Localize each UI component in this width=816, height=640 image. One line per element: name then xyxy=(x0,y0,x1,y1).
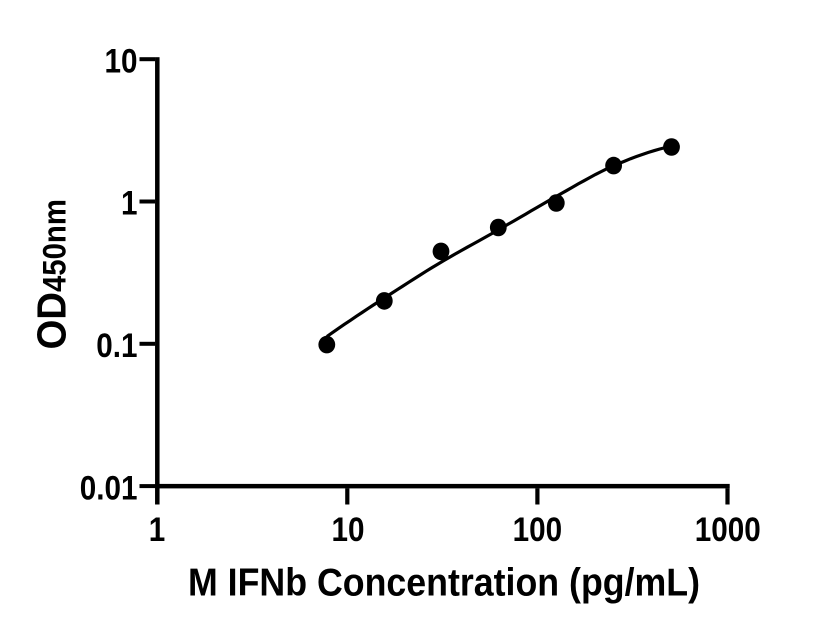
svg-text:10: 10 xyxy=(332,511,365,549)
svg-text:0.1: 0.1 xyxy=(96,327,137,365)
svg-text:OD450nm: OD450nm xyxy=(29,199,75,350)
svg-text:M IFNb Concentration (pg/mL): M IFNb Concentration (pg/mL) xyxy=(188,562,700,605)
svg-text:0.01: 0.01 xyxy=(80,469,138,507)
svg-text:1: 1 xyxy=(149,511,166,549)
svg-text:10: 10 xyxy=(105,42,138,80)
svg-text:1: 1 xyxy=(121,185,138,223)
svg-text:1000: 1000 xyxy=(695,511,761,549)
svg-text:100: 100 xyxy=(513,511,563,549)
